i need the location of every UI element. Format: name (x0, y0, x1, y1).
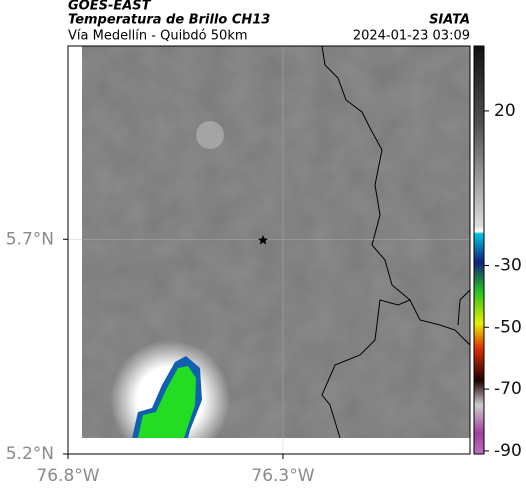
colorbar-label: -90 (494, 441, 522, 461)
city-marker (258, 235, 268, 245)
satellite-image (82, 46, 470, 438)
colorbar (473, 45, 485, 455)
y-tick-label: 5.7°N (6, 229, 54, 249)
colorbar-label: -50 (494, 317, 522, 337)
x-tick-label: 76.8°W (36, 466, 99, 486)
colorbar-label: 20 (494, 101, 516, 121)
source: SIATA (429, 13, 470, 28)
title: GOES-EAST (68, 0, 152, 14)
subtitle: Temperatura de Brillo CH13 (68, 13, 270, 28)
x-tick-label: 76.3°W (251, 466, 314, 486)
colorbar-label: -30 (494, 255, 522, 275)
route: Vía Medellín - Quibdó 50km (68, 29, 248, 44)
map-frame (67, 45, 471, 455)
colorbar-label: -70 (494, 379, 522, 399)
timestamp: 2024-01-23 03:09 (353, 29, 470, 44)
y-tick-label: 5.2°N (6, 444, 54, 464)
